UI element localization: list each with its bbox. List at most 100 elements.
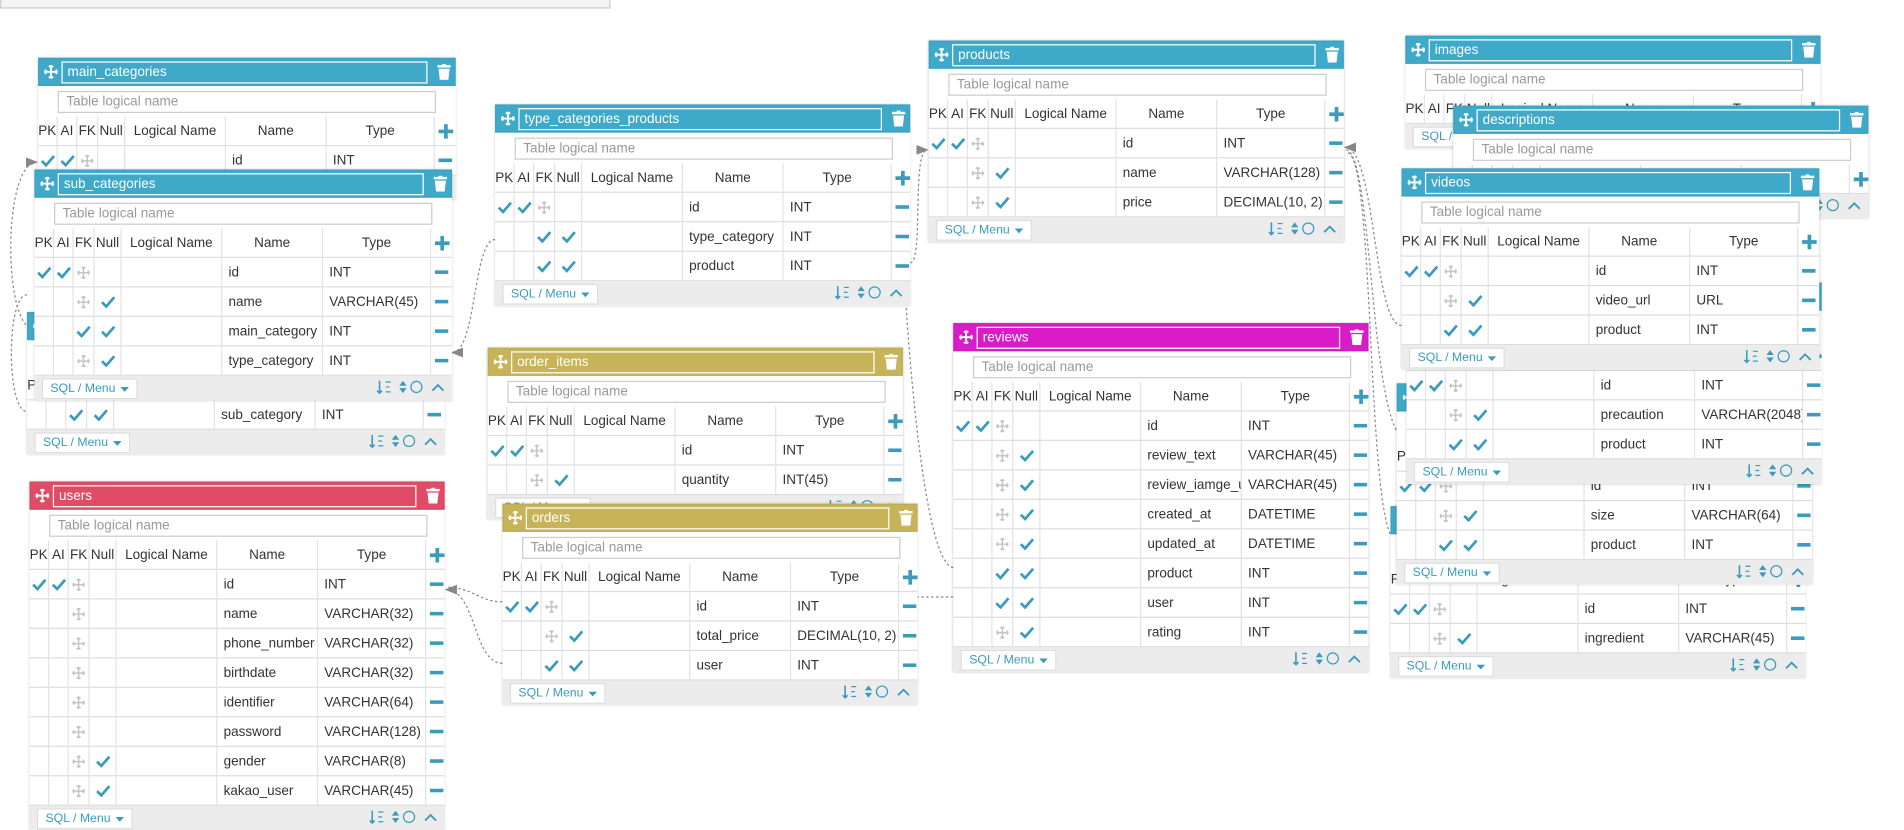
logical-name-cell[interactable] [582,192,683,222]
logical-name-cell[interactable] [1016,158,1117,187]
collapse[interactable] [1801,464,1815,479]
logical-name-cell[interactable] [590,651,691,680]
ai-cell[interactable] [973,529,993,558]
move-handle[interactable] [954,330,976,344]
fk-cell[interactable] [534,222,556,251]
remove-column[interactable] [1350,412,1371,440]
column-type[interactable]: INT [784,222,892,251]
fk-cell[interactable] [993,617,1014,647]
pk-cell[interactable] [1397,530,1417,559]
ai-cell[interactable] [54,257,74,287]
column-type[interactable]: INT [784,251,892,281]
pk-cell[interactable] [34,287,55,316]
ai-cell[interactable] [1416,530,1436,559]
table-name[interactable]: reviews [976,326,1341,349]
remove-column[interactable] [1350,500,1371,528]
null-cell[interactable] [1457,501,1484,530]
fk-cell[interactable] [1446,370,1467,400]
column-type[interactable]: DECIMAL(10, 2) [791,621,900,650]
column-type[interactable]: INT [1690,315,1799,344]
fk-cell[interactable] [1430,594,1451,623]
column-name[interactable]: kakao_user [217,776,319,805]
ai-cell[interactable] [58,146,78,175]
logical-name-cell[interactable] [114,400,215,429]
ai-cell[interactable] [49,569,69,599]
pk-cell[interactable] [953,558,973,588]
null-cell[interactable] [1462,315,1489,344]
logical-name-input[interactable]: Table logical name [49,514,428,537]
logical-name-cell[interactable] [582,251,683,281]
column-type[interactable]: VARCHAR(45) [1242,440,1351,470]
column-name[interactable]: id [217,569,319,599]
column-type[interactable]: VARCHAR(2048) [1695,400,1804,429]
logical-name-input[interactable]: Table logical name [1424,68,1804,91]
remove-column[interactable] [431,317,452,345]
column-name[interactable]: id [1141,411,1242,440]
column-name[interactable]: name [1117,158,1218,187]
column-name[interactable]: id [226,146,327,175]
ai-cell[interactable] [515,222,535,251]
null-cell[interactable] [98,146,126,175]
collapse[interactable] [1791,565,1805,580]
logical-name-cell[interactable] [1494,370,1595,400]
delete-button[interactable] [1796,174,1818,191]
logical-name-cell[interactable] [122,257,223,287]
delete-button[interactable] [432,63,454,80]
logical-name-cell[interactable] [117,717,218,746]
table-name[interactable]: users [52,484,417,507]
ai-cell[interactable] [948,187,968,217]
remove-column[interactable] [1787,595,1808,623]
logical-name-cell[interactable] [1494,400,1595,429]
sort-icons[interactable] [376,379,425,397]
column-type[interactable]: INT [1695,370,1804,400]
column-name[interactable]: quantity [676,465,777,494]
collapse[interactable] [424,811,438,826]
sort-icons[interactable] [1730,657,1779,675]
column-name[interactable]: id [1117,128,1218,158]
ai-cell[interactable] [1410,624,1430,653]
ai-cell[interactable] [1421,256,1441,285]
null-cell[interactable] [1451,624,1478,653]
null-cell[interactable] [95,316,122,346]
pk-cell[interactable] [29,717,50,746]
logical-name-input[interactable]: Table logical name [1421,200,1800,223]
ai-cell[interactable] [47,400,67,429]
column-name[interactable]: id [1585,471,1686,500]
column-type[interactable]: INT [1217,128,1326,158]
move-handle[interactable] [930,47,952,62]
remove-column[interactable] [884,466,905,494]
fk-cell[interactable] [77,146,99,175]
move-handle[interactable] [496,111,518,126]
null-cell[interactable] [1457,471,1484,500]
table-name[interactable]: orders [525,506,890,529]
sort-icons[interactable] [1736,563,1785,581]
delete-button[interactable] [887,110,909,127]
table-name[interactable]: order_items [511,350,875,373]
sql-menu[interactable]: SQL / Menu [41,377,138,399]
logical-name-cell[interactable] [117,569,218,599]
pk-cell[interactable] [953,529,973,558]
null-cell[interactable] [555,251,583,281]
ai-cell[interactable] [49,746,69,776]
pk-cell[interactable] [1407,370,1427,400]
remove-column[interactable] [1793,531,1814,559]
logical-name-cell[interactable] [1489,256,1590,285]
fk-cell[interactable] [993,558,1014,588]
column-name[interactable]: review_iamge_url [1141,470,1242,499]
fk-cell[interactable] [74,346,95,375]
null-cell[interactable] [989,187,1016,217]
column-name[interactable]: product [1585,530,1686,559]
collapse[interactable] [1785,658,1799,673]
collapse[interactable] [431,381,445,396]
pk-cell[interactable] [1391,624,1411,653]
ai-cell[interactable] [948,128,968,158]
ai-cell[interactable] [49,599,69,628]
logical-name-cell[interactable] [1040,440,1142,470]
null-cell[interactable] [1013,588,1041,617]
ai-cell[interactable] [507,436,527,465]
logical-name-cell[interactable] [117,658,218,687]
remove-column[interactable] [426,658,447,686]
column-type[interactable]: DATETIME [1242,529,1351,558]
pk-cell[interactable] [953,588,973,617]
table-name[interactable]: type_categories_products [518,107,882,130]
